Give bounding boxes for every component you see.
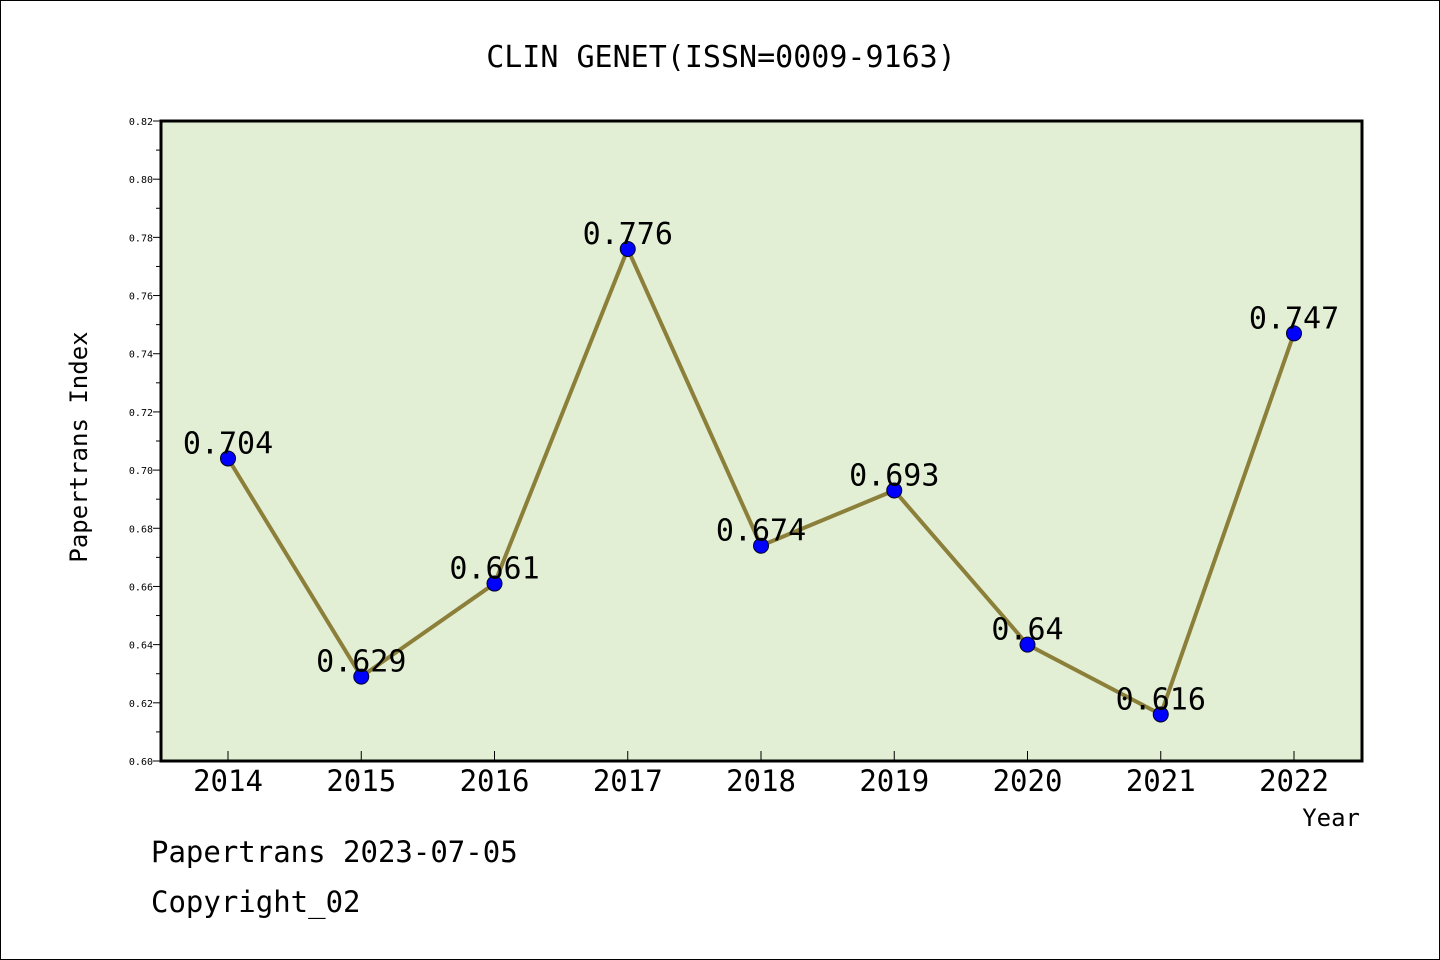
chart-title: CLIN GENET(ISSN=0009-9163)	[486, 40, 956, 75]
data-labels: 0.704 0.629 0.661 0.776 0.674 0.693 0.64 0.616 0…	[183, 217, 1339, 717]
data-point	[1152, 706, 1169, 723]
y-tick-label: 0.72	[129, 408, 153, 419]
data-label: 0.674	[716, 514, 806, 549]
data-label: 0.616	[1116, 682, 1206, 717]
footer-date: Papertrans 2023-07-05	[151, 835, 518, 869]
x-tick-label: 2016	[460, 764, 530, 798]
data-point	[1019, 636, 1036, 653]
y-tick-label: 0.64	[129, 641, 153, 652]
y-tick-label: 0.80	[129, 175, 153, 186]
data-point	[753, 537, 769, 554]
x-axis: 2014 2015 2016 2017 2018 2019 2020 2021 2022	[193, 751, 1329, 798]
data-label: 0.704	[183, 426, 273, 461]
x-tick-label: 2014	[193, 764, 263, 798]
data-label: 0.661	[449, 552, 539, 587]
data-point	[619, 241, 636, 257]
data-point	[886, 482, 903, 499]
x-tick-label: 2017	[593, 764, 663, 798]
data-label: 0.629	[316, 645, 406, 680]
x-axis-label: Year	[1302, 804, 1360, 832]
y-tick-label: 0.82	[129, 117, 153, 128]
x-tick-label: 2019	[859, 764, 929, 798]
plot-area	[159, 119, 1364, 763]
data-point	[486, 575, 503, 592]
x-tick-label: 2015	[326, 764, 396, 798]
data-label: 0.64	[991, 613, 1063, 648]
x-tick-label: 2021	[1126, 764, 1196, 798]
y-axis-label: Papertrans Index	[65, 331, 93, 562]
x-tick-label: 2018	[726, 764, 796, 798]
y-axis: 0.60 0.62 0.64 0.66 0.68 0.70 0.72 0.74 0.76 0.78…	[129, 117, 161, 768]
y-tick-label: 0.78	[129, 233, 153, 244]
y-tick-label: 0.60	[129, 757, 153, 768]
y-tick-label: 0.76	[129, 292, 153, 303]
data-label: 0.776	[583, 217, 673, 252]
y-tick-label: 0.66	[129, 582, 153, 593]
y-tick-label: 0.62	[129, 699, 153, 710]
x-tick-label: 2022	[1259, 764, 1329, 798]
series-markers	[220, 241, 1302, 723]
data-point	[353, 668, 370, 685]
y-tick-label: 0.68	[129, 524, 153, 535]
data-point	[220, 450, 236, 467]
data-point	[1286, 325, 1302, 342]
data-label: 0.693	[849, 458, 939, 493]
y-tick-label: 0.74	[129, 350, 153, 361]
data-label: 0.747	[1249, 301, 1339, 336]
y-tick-label: 0.70	[129, 466, 153, 477]
footer-copyright: Copyright_02	[151, 885, 361, 919]
x-tick-label: 2020	[993, 764, 1063, 798]
